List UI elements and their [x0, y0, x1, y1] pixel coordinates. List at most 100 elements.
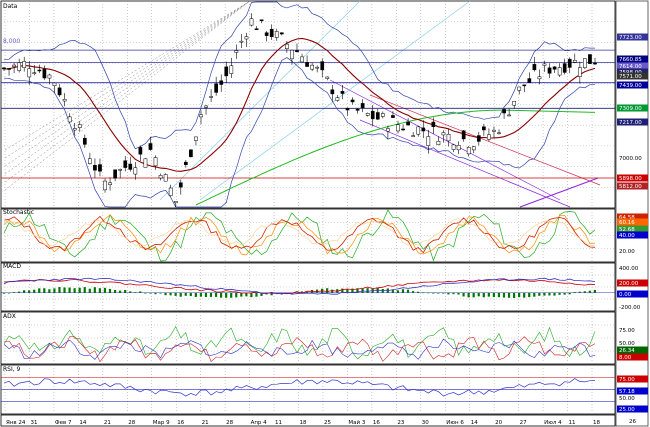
- candle-body[interactable]: [108, 182, 112, 185]
- candle-body[interactable]: [123, 160, 128, 168]
- candle-body[interactable]: [588, 54, 592, 64]
- macd-panel[interactable]: [1, 277, 615, 299]
- bollinger-upper[interactable]: [3, 1, 595, 150]
- candle-body[interactable]: [209, 96, 213, 98]
- candle-body[interactable]: [487, 134, 491, 140]
- candle-body[interactable]: [527, 78, 532, 83]
- candle-body[interactable]: [355, 108, 360, 111]
- candle-body[interactable]: [17, 62, 22, 71]
- candle-body[interactable]: [234, 50, 239, 53]
- candle-body[interactable]: [199, 114, 203, 118]
- candle-body[interactable]: [320, 61, 325, 71]
- macd-signal-line[interactable]: [3, 278, 596, 295]
- candle-body[interactable]: [497, 132, 501, 135]
- candle-body[interactable]: [133, 167, 138, 175]
- candle-body[interactable]: [562, 63, 567, 73]
- candle-body[interactable]: [335, 97, 340, 101]
- candle-body[interactable]: [158, 175, 163, 179]
- candle-body[interactable]: [456, 145, 461, 151]
- candle-body[interactable]: [224, 66, 229, 77]
- candle-body[interactable]: [466, 147, 471, 155]
- candle-body[interactable]: [194, 136, 198, 141]
- candle-body[interactable]: [451, 144, 456, 150]
- candle-body[interactable]: [593, 62, 597, 65]
- candle-body[interactable]: [118, 169, 123, 171]
- candle-body[interactable]: [300, 56, 304, 63]
- candle-body[interactable]: [264, 32, 269, 36]
- candle-body[interactable]: [173, 200, 178, 204]
- candle-body[interactable]: [77, 124, 82, 128]
- candle-body[interactable]: [557, 67, 562, 76]
- candle-body[interactable]: [567, 58, 572, 68]
- rsi-panel[interactable]: [1, 376, 615, 403]
- candle-body[interactable]: [2, 67, 6, 70]
- candle-body[interactable]: [441, 132, 446, 136]
- candle-body[interactable]: [325, 76, 330, 79]
- macd-line[interactable]: [3, 277, 596, 295]
- candle-body[interactable]: [128, 163, 133, 170]
- candle-body[interactable]: [67, 116, 72, 123]
- candle-body[interactable]: [461, 130, 466, 140]
- candle-body[interactable]: [577, 67, 582, 77]
- candle-body[interactable]: [310, 64, 314, 70]
- candle-body[interactable]: [93, 165, 97, 171]
- candle-body[interactable]: [168, 187, 173, 196]
- bollinger-lower[interactable]: [3, 57, 595, 208]
- candle-body[interactable]: [239, 40, 244, 43]
- candle-body[interactable]: [492, 129, 496, 132]
- candle-body[interactable]: [517, 86, 522, 91]
- candle-body[interactable]: [572, 60, 577, 63]
- candle-body[interactable]: [542, 63, 547, 66]
- stochastic-panel[interactable]: [3, 209, 596, 262]
- candle-body[interactable]: [249, 18, 254, 26]
- candle-body[interactable]: [436, 140, 441, 145]
- candle-body[interactable]: [52, 82, 57, 86]
- candle-body[interactable]: [269, 28, 274, 37]
- candle-body[interactable]: [259, 19, 264, 22]
- candle-body[interactable]: [143, 158, 148, 168]
- candle-body[interactable]: [189, 149, 193, 158]
- candle-body[interactable]: [98, 164, 102, 172]
- candle-body[interactable]: [350, 99, 355, 103]
- candle-body[interactable]: [62, 98, 67, 102]
- adx-minus-di[interactable]: [3, 336, 596, 363]
- candle-body[interactable]: [315, 66, 320, 69]
- candle-body[interactable]: [47, 74, 52, 79]
- candle-body[interactable]: [113, 169, 117, 179]
- candle-body[interactable]: [57, 87, 62, 96]
- candle-body[interactable]: [153, 157, 158, 167]
- candle-body[interactable]: [502, 109, 506, 114]
- candle-body[interactable]: [552, 66, 557, 70]
- candle-body[interactable]: [103, 180, 107, 191]
- candle-body[interactable]: [7, 68, 11, 70]
- candle-body[interactable]: [32, 72, 37, 74]
- candle-body[interactable]: [406, 121, 410, 126]
- adx-plus-di[interactable]: [3, 325, 596, 360]
- candle-body[interactable]: [12, 64, 16, 67]
- candle-body[interactable]: [148, 143, 153, 150]
- candle-body[interactable]: [431, 121, 436, 127]
- rsi-line[interactable]: [3, 378, 596, 397]
- candle-body[interactable]: [42, 68, 47, 79]
- candle-body[interactable]: [178, 182, 183, 188]
- candle-body[interactable]: [375, 112, 380, 120]
- candle-body[interactable]: [204, 105, 208, 108]
- candle-body[interactable]: [411, 135, 416, 137]
- candle-body[interactable]: [340, 91, 345, 94]
- adx-panel[interactable]: [3, 325, 596, 363]
- candle-body[interactable]: [219, 80, 224, 85]
- candle-body[interactable]: [532, 64, 537, 71]
- candle-body[interactable]: [476, 135, 481, 142]
- candle-body[interactable]: [138, 147, 143, 155]
- candle-body[interactable]: [183, 161, 188, 165]
- stochastic-signal-line[interactable]: [3, 218, 596, 247]
- candle-body[interactable]: [37, 69, 42, 72]
- candle-body[interactable]: [507, 114, 511, 117]
- candle-body[interactable]: [214, 83, 219, 93]
- candle-body[interactable]: [88, 158, 92, 164]
- candle-body[interactable]: [229, 65, 234, 74]
- candle-body[interactable]: [512, 100, 517, 106]
- candle-body[interactable]: [547, 67, 552, 74]
- candle-body[interactable]: [396, 124, 400, 132]
- candle-body[interactable]: [446, 134, 451, 142]
